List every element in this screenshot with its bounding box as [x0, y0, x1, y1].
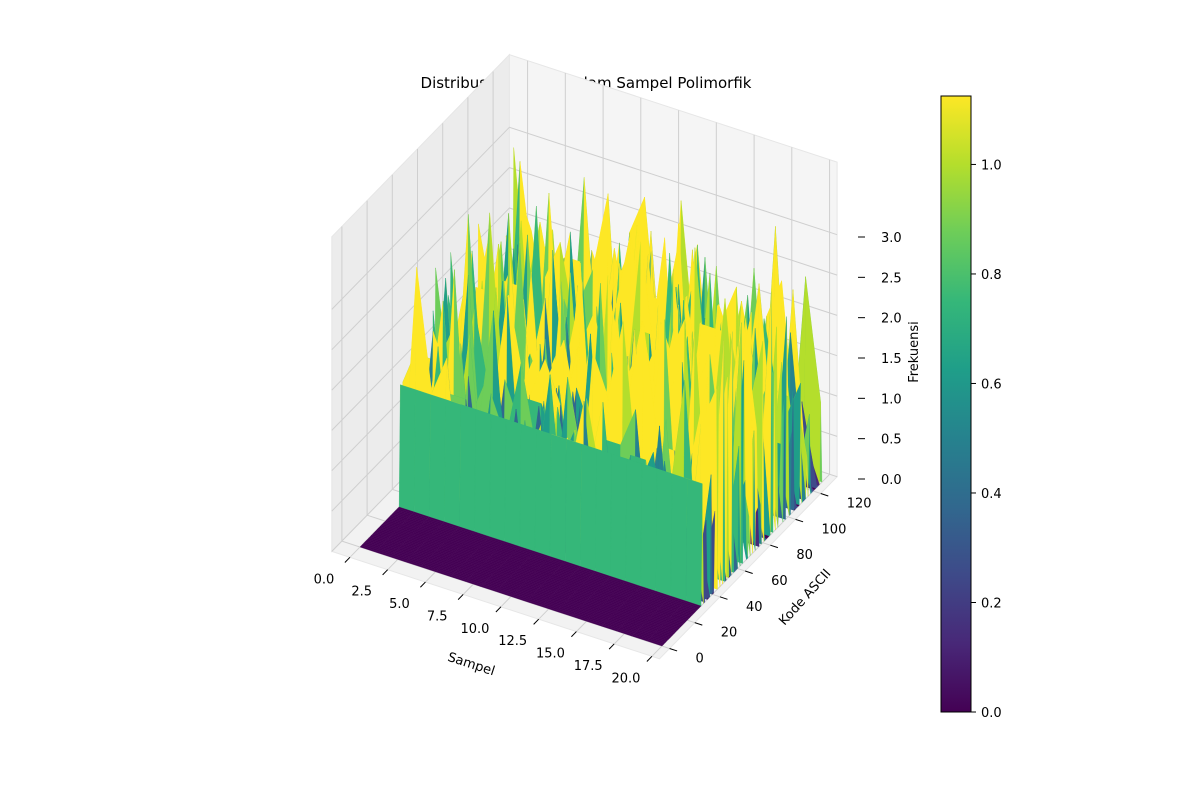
colorbar-tick-label: 0.6: [981, 377, 1002, 392]
colorbar-ticks: 0.0 0.2 0.4 0.6 0.8 1.0: [971, 158, 1002, 721]
surface-patch: [580, 443, 597, 572]
grid-line-z: [331, 126, 838, 310]
x-tick-label: 7.5: [427, 609, 448, 624]
colorbar-tick-label: 0.4: [981, 487, 1002, 502]
y-tick-label: 120: [847, 497, 872, 512]
y-tick-label: 100: [822, 522, 847, 537]
x-tick-mark: [608, 643, 615, 650]
surface-patch: [655, 468, 673, 597]
z-axis-label: Frekuensi: [907, 321, 922, 383]
surface-patch: [646, 639, 664, 647]
surface-patch: [519, 424, 537, 552]
z-tick-label: 2.0: [881, 312, 902, 327]
surface-patch: [474, 409, 492, 537]
axes: 0.0 2.5 5.0 7.5 10.0 12.5 15.0 17.5 20.0 0 20 40 60 8…: [314, 231, 902, 686]
x-tick-mark: [533, 618, 540, 625]
colorbar-tick-label: 1.0: [981, 158, 1002, 173]
colorbar-tick-label: 0.8: [981, 268, 1002, 283]
z-tick-label: 1.0: [881, 392, 902, 407]
y-tick-label: 80: [796, 548, 813, 563]
x-tick-label: 0.0: [314, 572, 335, 587]
surface-plot: [359, 147, 823, 647]
surface-patch: [398, 384, 416, 513]
z-tick-label: 3.0: [881, 231, 902, 246]
colorbar: 0.0 0.2 0.4 0.6 0.8 1.0: [940, 95, 1002, 721]
surface-patch: [489, 414, 507, 542]
surface-patch: [504, 419, 522, 547]
x-tick-label: 12.5: [498, 634, 527, 649]
colorbar-tick-label: 0.2: [981, 596, 1002, 611]
y-tick-mark: [770, 544, 779, 549]
colorbar-gradient: [940, 95, 972, 713]
x-tick-label: 10.0: [460, 622, 489, 637]
y-tick-mark: [719, 596, 728, 600]
x-tick-label: 15.0: [536, 647, 565, 662]
x-tick-mark: [571, 631, 577, 638]
surface-patch: [670, 473, 688, 602]
x-tick-mark: [495, 606, 502, 613]
grid-line-z: [331, 207, 838, 391]
y-tick-mark: [795, 518, 804, 523]
x-tick-label: 17.5: [574, 659, 603, 674]
surface-patch: [610, 453, 627, 582]
z-tick-label: 0.5: [881, 433, 902, 448]
surface-patch: [565, 438, 582, 567]
x-tick-label: 5.0: [389, 597, 410, 612]
y-tick-label: 40: [746, 600, 763, 615]
surface-patch: [640, 463, 658, 592]
x-tick-mark: [344, 556, 351, 563]
surface-patch: [459, 404, 476, 532]
x-tick-mark: [457, 594, 464, 600]
surface-patch: [429, 394, 446, 523]
surface-patch: [444, 399, 461, 528]
y-tick-label: 60: [771, 574, 788, 589]
surface-patch: [534, 428, 552, 557]
x-tick-label: 20.0: [611, 671, 640, 686]
surface-patch: [549, 433, 567, 562]
y-tick-mark: [820, 493, 829, 497]
colorbar-tick-label: 0.0: [981, 706, 1002, 721]
y-tick-label: 20: [721, 626, 738, 641]
surface-patch: [414, 389, 431, 518]
x-tick-label: 2.5: [351, 585, 372, 600]
surface-patch: [595, 448, 612, 577]
z-tick-label: 2.5: [881, 271, 902, 286]
x-tick-mark: [420, 581, 426, 588]
x-axis-label: Sampel: [446, 650, 497, 679]
surface-patch: [685, 478, 703, 607]
y-tick-mark: [694, 622, 703, 626]
z-tick-label: 0.0: [881, 473, 902, 488]
y-tick-mark: [669, 647, 678, 652]
x-tick-mark: [646, 655, 653, 662]
x-tick-mark: [382, 569, 389, 576]
z-tick-label: 1.5: [881, 352, 902, 367]
y-tick-label: 0: [696, 651, 704, 666]
surface-patch: [625, 458, 643, 587]
grid-line-z: [331, 167, 838, 351]
y-tick-mark: [744, 570, 753, 574]
